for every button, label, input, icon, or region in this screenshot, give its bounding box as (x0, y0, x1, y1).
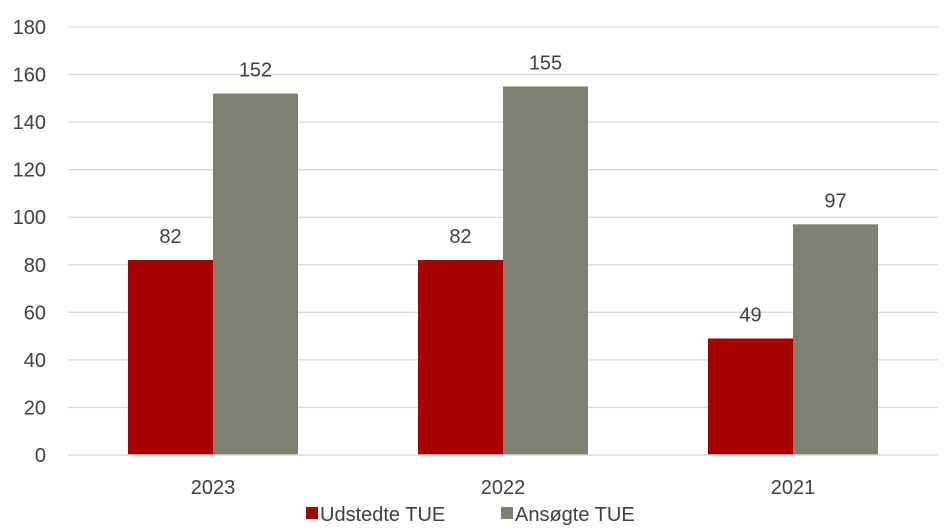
data-label: 82 (449, 226, 471, 248)
bar-ans-gte-tue-2023 (213, 93, 298, 456)
legend-label: Udstedte TUE (320, 504, 445, 525)
data-label: 82 (159, 226, 181, 248)
data-label: 97 (824, 190, 846, 212)
y-tick-label: 100 (13, 207, 46, 229)
y-tick-label: 60 (24, 302, 46, 324)
bar-udstedte-tue-2022 (418, 260, 503, 455)
legend: Udstedte TUE Ansøgte TUE (306, 504, 635, 526)
data-labels: 82 152 82 155 49 97 (159, 52, 846, 326)
y-tick-label: 120 (13, 160, 46, 182)
legend-swatch (501, 507, 513, 519)
legend-label: Ansøgte TUE (515, 504, 635, 525)
bar-ans-gte-tue-2021 (793, 224, 878, 455)
y-tick-label: 180 (13, 17, 46, 39)
data-label: 49 (739, 304, 761, 326)
x-tick-label: 2022 (481, 477, 526, 499)
y-tick-label: 140 (13, 112, 46, 134)
bars (128, 86, 878, 456)
y-tick-label: 160 (13, 65, 46, 87)
y-tick-label: 0 (35, 445, 46, 467)
y-tick-label: 80 (24, 255, 46, 277)
data-label: 152 (239, 60, 272, 82)
y-tick-label: 20 (24, 397, 46, 419)
bar-ans-gte-tue-2022 (503, 86, 588, 455)
axes: 0 20 40 60 80 100 120 140 160 180 2023 2022 2021 (13, 17, 938, 499)
data-label: 155 (529, 52, 562, 74)
x-tick-label: 2023 (191, 477, 236, 499)
legend-swatch (306, 507, 318, 519)
bar-udstedte-tue-2023 (128, 260, 213, 455)
y-tick-label: 40 (24, 350, 46, 372)
bar-udstedte-tue-2021 (708, 338, 793, 455)
x-tick-label: 2021 (771, 477, 816, 499)
